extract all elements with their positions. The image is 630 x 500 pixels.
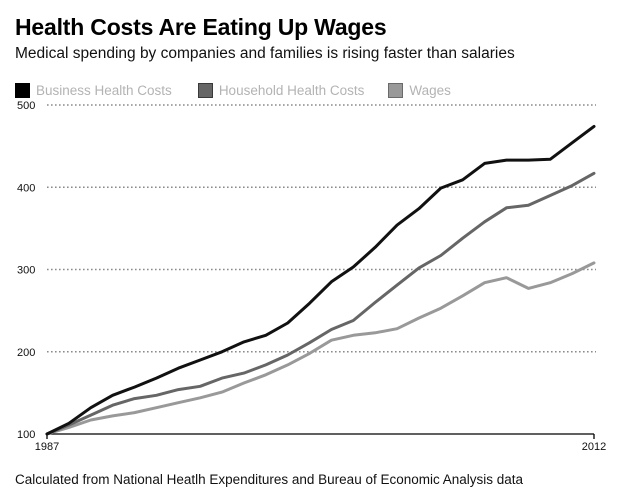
legend-item-wages: Wages	[388, 82, 451, 98]
y-tick-label-100: 100	[17, 429, 35, 441]
legend-label-wages: Wages	[409, 82, 451, 98]
x-tick-label-start: 1987	[35, 441, 59, 453]
chart-subtitle: Medical spending by companies and famili…	[15, 45, 515, 62]
series-line-household-health-costs	[45, 171, 596, 436]
legend-label-business: Business Health Costs	[36, 82, 172, 98]
legend: Business Health Costs Household Health C…	[15, 81, 475, 99]
legend-label-household: Household Health Costs	[218, 82, 365, 98]
legend-swatch-wages	[388, 82, 404, 98]
x-tick-label-end: 2012	[582, 441, 606, 453]
y-tick-label-200: 200	[17, 347, 35, 359]
legend-swatch-household	[197, 82, 213, 98]
legend-item-business: Business Health Costs	[15, 82, 172, 98]
legend-item-household: Household Health Costs	[197, 82, 365, 98]
y-tick-label-400: 400	[17, 182, 35, 194]
x-axis: 1987 2012	[35, 433, 606, 453]
legend-swatch-business	[15, 82, 30, 98]
gridlines	[47, 104, 596, 353]
y-axis-tick-labels: 100 200 300 400 500	[17, 100, 35, 441]
series-line-business-health-costs	[45, 124, 596, 436]
y-tick-label-300: 300	[17, 265, 35, 277]
series-line-wages	[45, 261, 596, 436]
y-tick-label-500: 500	[17, 100, 35, 112]
series-lines	[45, 124, 596, 436]
source-note: Calculated from National Heatlh Expendit…	[15, 472, 524, 487]
chart-title: Health Costs Are Eating Up Wages	[15, 14, 387, 40]
